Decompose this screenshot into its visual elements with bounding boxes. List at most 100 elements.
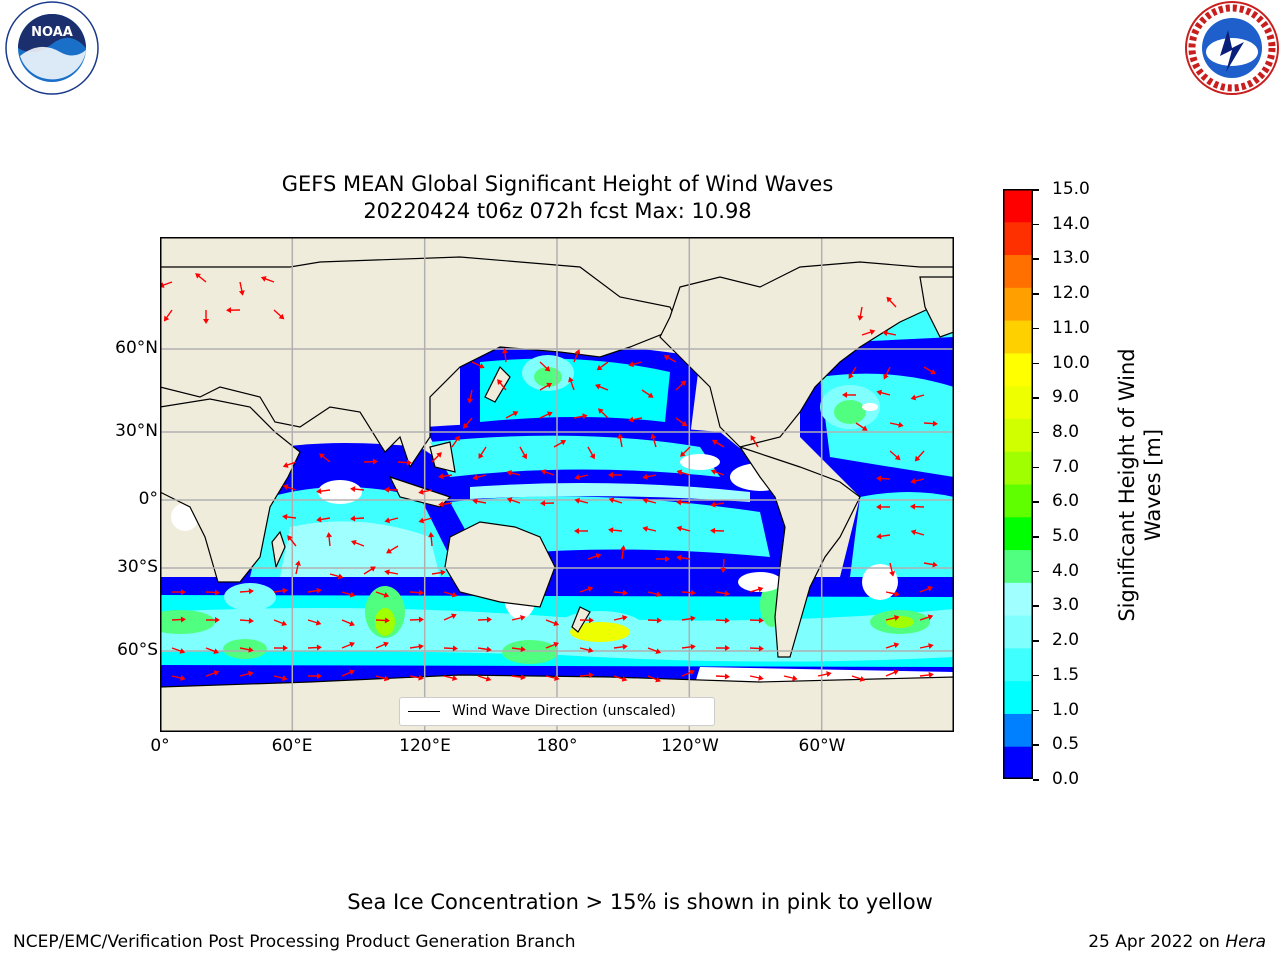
colorbar-tick: 15.0 xyxy=(1052,179,1090,199)
direction-arrowhead xyxy=(595,553,602,559)
map-legend: Wind Wave Direction (unscaled) xyxy=(399,697,715,726)
direction-arrowhead xyxy=(928,671,934,678)
direction-arrowhead xyxy=(478,453,484,459)
direction-arrowhead xyxy=(642,525,648,532)
direction-arrowhead xyxy=(248,588,254,595)
direction-arrowhead xyxy=(452,675,458,681)
direction-arrowhead xyxy=(792,675,798,681)
direction-arrowhead xyxy=(656,591,662,598)
colorbar-tick: 3.0 xyxy=(1052,595,1080,616)
direction-arrowhead xyxy=(497,379,503,385)
direction-arrowhead xyxy=(180,589,186,596)
direction-arrowhead xyxy=(350,515,356,522)
direction-arrowhead xyxy=(663,355,670,361)
colorbar-tick: 4.0 xyxy=(1052,560,1080,581)
lon-tick-180: 180° xyxy=(536,736,578,756)
direction-arrowhead xyxy=(337,573,344,580)
direction-arrowhead xyxy=(282,484,289,490)
direction-arrowhead xyxy=(876,503,882,510)
direction-arrowhead xyxy=(932,561,938,568)
colorbar-segment xyxy=(1003,189,1033,223)
direction-arrowhead xyxy=(622,589,628,596)
direction-arrowhead xyxy=(451,591,458,598)
direction-arrowhead xyxy=(512,411,519,417)
direction-arrowhead xyxy=(472,474,479,481)
direction-arrowhead xyxy=(656,617,662,624)
colorbar-tick-mark xyxy=(1033,640,1039,642)
direction-arrowhead xyxy=(384,486,390,493)
direction-arrowhead xyxy=(248,670,254,677)
colorbar-tick-mark xyxy=(1033,293,1039,295)
direction-arrowhead xyxy=(418,517,425,524)
direction-arrowhead xyxy=(520,646,526,653)
direction-arrowhead xyxy=(546,382,553,389)
direction-arrowhead xyxy=(553,620,560,627)
direction-arrowhead xyxy=(540,469,547,475)
direction-arrowhead xyxy=(372,458,378,465)
direction-arrowhead xyxy=(316,516,322,523)
direction-arrowhead xyxy=(574,474,580,481)
lon-tick-60w: 60°W xyxy=(798,736,846,756)
direction-arrowhead xyxy=(540,500,546,507)
direction-arrowhead xyxy=(894,615,900,621)
direction-arrowhead xyxy=(568,376,574,383)
direction-arrowhead xyxy=(711,439,718,445)
direction-arrowhead xyxy=(642,497,649,504)
direction-arrowhead xyxy=(248,617,254,624)
direction-arrowhead xyxy=(848,373,854,379)
colorbar-tick-mark xyxy=(1033,501,1039,503)
direction-arrowhead xyxy=(384,517,391,524)
lat-tick-60s: 60°S xyxy=(117,640,158,660)
direction-arrowhead xyxy=(710,527,716,534)
wave-direction-arrows xyxy=(160,273,938,683)
colorbar-tick-mark xyxy=(1033,397,1039,399)
direction-arrowhead xyxy=(910,529,917,536)
colorbar-tick-mark xyxy=(1033,327,1039,330)
direction-arrowhead xyxy=(889,571,896,577)
direction-arrowhead xyxy=(690,643,696,650)
direction-arrowhead xyxy=(281,620,288,627)
colorbar xyxy=(1003,189,1033,779)
direction-arrowhead xyxy=(927,614,934,621)
direction-arrowhead xyxy=(282,645,288,652)
direction-arrowhead xyxy=(278,313,285,320)
colorbar-tick-mark xyxy=(1033,605,1039,607)
direction-arrowhead xyxy=(664,555,670,562)
direction-arrowhead xyxy=(486,646,492,653)
colorbar-tick-mark xyxy=(1033,431,1039,434)
colorbar-tick: 7.0 xyxy=(1052,456,1080,477)
direction-arrowhead xyxy=(861,425,868,431)
colorbar-segment xyxy=(1003,287,1033,321)
direction-arrowhead xyxy=(554,675,560,681)
direction-arrowhead xyxy=(894,454,901,461)
direction-arrowhead xyxy=(428,532,435,538)
colorbar-segment xyxy=(1003,647,1033,682)
direction-arrowhead xyxy=(315,619,322,626)
colorbar-segment xyxy=(1003,615,1033,649)
direction-arrowhead xyxy=(319,453,325,459)
colorbar-segment xyxy=(1003,549,1033,583)
direction-arrowhead xyxy=(655,676,661,683)
colorbar-segment xyxy=(1003,516,1033,551)
direction-arrowhead xyxy=(486,616,492,623)
colorbar-tick-mark xyxy=(1033,779,1039,781)
direction-arrowhead xyxy=(350,539,357,546)
colorbar-segment xyxy=(1003,254,1033,288)
direction-arrowhead xyxy=(316,587,322,594)
direction-arrowhead xyxy=(882,330,888,337)
direction-arrowhead xyxy=(689,669,695,676)
colorbar-segment xyxy=(1003,320,1033,354)
wave-height-map xyxy=(160,237,954,732)
direction-arrowhead xyxy=(724,590,730,597)
direction-arrowhead xyxy=(608,471,614,478)
colorbar-tick-mark xyxy=(1033,709,1039,712)
direction-arrowhead xyxy=(450,613,457,620)
direction-arrowhead xyxy=(914,455,921,462)
direction-arrowhead xyxy=(655,648,662,654)
lon-tick-120w: 120°W xyxy=(661,736,719,756)
direction-arrowhead xyxy=(574,497,581,504)
direction-arrowhead xyxy=(608,527,614,534)
direction-arrowhead xyxy=(628,361,635,368)
direction-arrowhead xyxy=(574,527,580,534)
direction-arrowhead xyxy=(869,329,876,335)
